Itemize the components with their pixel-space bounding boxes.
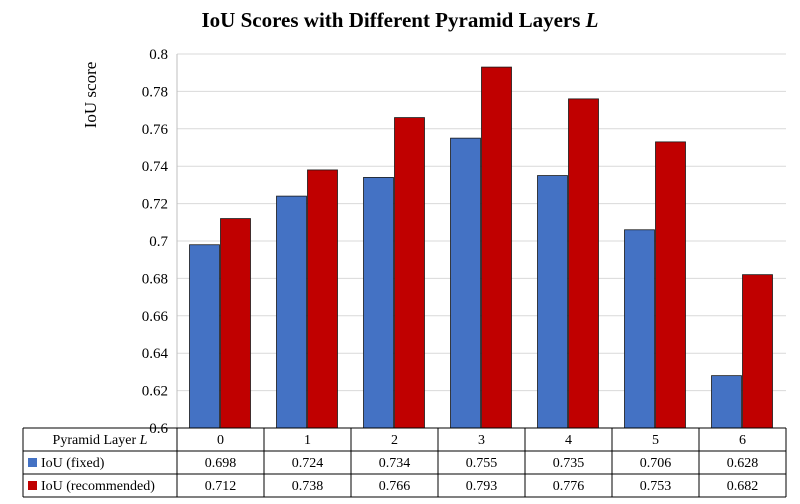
y-tick-label: 0.62 <box>142 384 168 400</box>
data-label: 0.682 <box>727 479 759 494</box>
x-tick-label: 0 <box>217 433 224 448</box>
data-label: 0.628 <box>727 456 759 471</box>
x-tick-label: 3 <box>478 433 485 448</box>
y-tick-label: 0.64 <box>142 346 169 362</box>
bar-recommended-3 <box>481 66 512 429</box>
legend-label: IoU (fixed) <box>41 456 105 471</box>
y-axis: 0.6 0.62 0.64 0.66 0.68 0.7 0.72 0.74 0.76 0.78 0.… <box>142 47 178 437</box>
data-label: 0.776 <box>553 479 585 494</box>
y-axis-label: IoU score <box>81 62 100 129</box>
chart-title-text: IoU Scores with Different Pyramid Layers <box>201 8 581 32</box>
table-row-header: Pyramid Layer L <box>53 433 148 448</box>
chart-title-symbol: L <box>585 8 599 32</box>
y-tick-label: 0.74 <box>142 159 169 175</box>
data-label: 0.735 <box>553 456 585 471</box>
legend-swatch <box>28 481 37 490</box>
y-tick-label: 0.78 <box>142 84 168 100</box>
bar-recommended-6 <box>742 274 773 429</box>
x-tick-label: 5 <box>652 433 659 448</box>
bar-fixed-6 <box>711 375 742 429</box>
data-label: 0.766 <box>379 479 411 494</box>
y-tick-label: 0.8 <box>149 47 168 63</box>
data-label: 0.734 <box>379 456 411 471</box>
data-label: 0.698 <box>205 456 237 471</box>
bar-fixed-3 <box>450 137 481 429</box>
y-tick-label: 0.6 <box>149 421 168 437</box>
bar-recommended-4 <box>568 98 599 429</box>
y-tick-label: 0.76 <box>142 122 169 138</box>
y-tick-label: 0.68 <box>142 271 168 287</box>
data-table: Pyramid Layer L 0 1 2 3 4 5 6 IoU (fixed) 0.698 0.… <box>22 427 787 498</box>
legend-swatch <box>28 458 37 467</box>
y-tick-label: 0.7 <box>149 234 168 250</box>
data-label: 0.712 <box>205 479 237 494</box>
bar-recommended-1 <box>307 169 338 429</box>
bar-fixed-2 <box>363 177 394 429</box>
y-tick-label: 0.66 <box>142 309 169 325</box>
bar-recommended-5 <box>655 141 686 429</box>
data-label: 0.793 <box>466 479 498 494</box>
bar-recommended-2 <box>394 117 425 429</box>
y-tick-label: 0.72 <box>142 197 168 213</box>
bars <box>189 66 773 429</box>
legend-label: IoU (recommended) <box>41 479 155 494</box>
chart-title: IoU Scores with Different Pyramid Layers… <box>0 8 800 33</box>
x-tick-label: 4 <box>565 433 572 448</box>
bar-fixed-1 <box>276 195 307 429</box>
data-label: 0.724 <box>292 456 324 471</box>
bar-fixed-0 <box>189 244 220 429</box>
data-label: 0.706 <box>640 456 672 471</box>
x-tick-label: 6 <box>739 433 746 448</box>
data-label: 0.753 <box>640 479 672 494</box>
bar-fixed-5 <box>624 229 655 429</box>
bar-fixed-4 <box>537 175 568 429</box>
x-tick-label: 2 <box>391 433 398 448</box>
data-label: 0.755 <box>466 456 498 471</box>
bar-recommended-0 <box>220 218 251 429</box>
data-label: 0.738 <box>292 479 324 494</box>
x-tick-label: 1 <box>304 433 311 448</box>
